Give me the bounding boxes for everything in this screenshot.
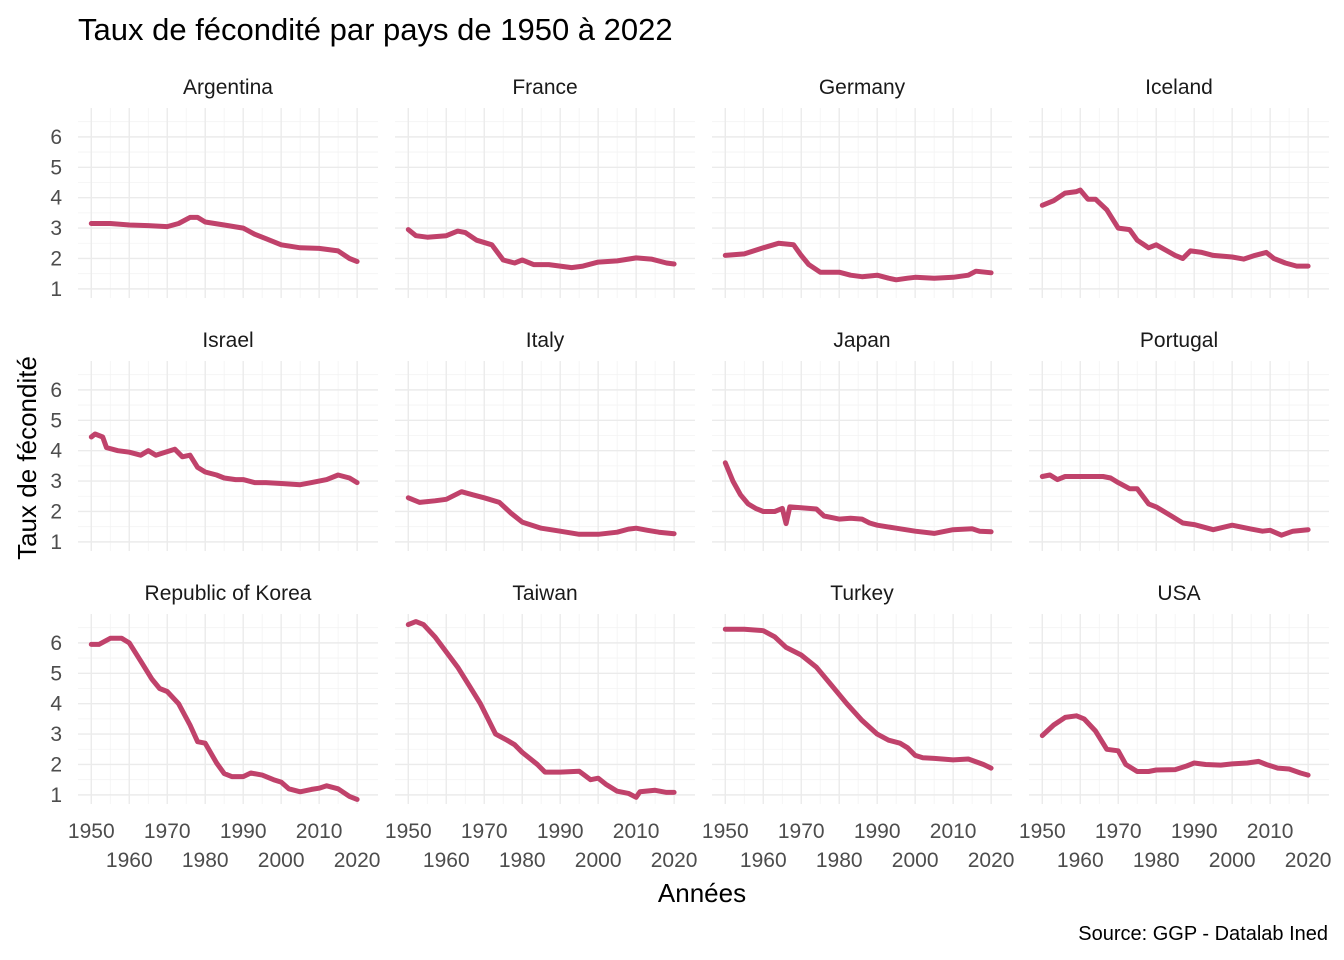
x-tick-label: 1980 — [816, 849, 863, 872]
x-tick-label: 1970 — [1095, 820, 1142, 843]
x-tick-label: 2020 — [968, 849, 1015, 872]
series-line — [722, 626, 994, 771]
x-tick-label: 1960 — [423, 849, 470, 872]
y-tick-label: 1 — [50, 784, 62, 807]
facet-label: Republic of Korea — [145, 582, 312, 605]
facet-panel: Portugal — [1029, 329, 1329, 551]
y-tick-label: 6 — [50, 379, 62, 402]
series-line — [405, 619, 677, 800]
y-tick-label: 2 — [50, 500, 62, 523]
chart-title: Taux de fécondité par pays de 1950 à 202… — [78, 12, 673, 47]
x-tick-label: 1950 — [1019, 820, 1066, 843]
series-line — [88, 214, 360, 264]
x-tick-label: 2020 — [651, 849, 698, 872]
y-tick-label: 6 — [50, 126, 62, 149]
y-tick-label: 2 — [50, 753, 62, 776]
y-tick-label: 1 — [50, 278, 62, 301]
x-tick-label: 1990 — [854, 820, 901, 843]
facet-label: Israel — [202, 329, 253, 352]
facet-panel: France — [395, 76, 695, 298]
y-tick-label: 3 — [50, 217, 62, 240]
series-line — [88, 431, 360, 488]
x-tick-label: 2000 — [575, 849, 622, 872]
y-tick-label: 6 — [50, 632, 62, 655]
x-tick-label: 1970 — [461, 820, 508, 843]
x-tick-label: 1980 — [182, 849, 229, 872]
x-tick-label: 2010 — [613, 820, 660, 843]
facet-panel: USA 1950 1970 1990 2010 1960 1980 2000 2020 — [1019, 582, 1332, 872]
y-tick-label: 2 — [50, 247, 62, 270]
x-tick-label: 1970 — [144, 820, 191, 843]
x-tick-label: 1960 — [106, 849, 153, 872]
facet-label: Japan — [833, 329, 890, 352]
facet-panel: Japan — [712, 329, 1012, 551]
y-tick-label: 4 — [50, 187, 62, 210]
x-tick-label: 1990 — [537, 820, 584, 843]
facet-label: Turkey — [830, 582, 894, 605]
facet-label: Argentina — [183, 76, 273, 99]
facet-label: USA — [1157, 582, 1200, 605]
chart-caption: Source: GGP - Datalab Ined — [1078, 923, 1328, 945]
facet-panel: Turkey 1950 1970 1990 2010 1960 1980 2000 2020 — [702, 582, 1015, 872]
x-tick-label: 2000 — [258, 849, 305, 872]
x-tick-label: 1980 — [499, 849, 546, 872]
x-tick-label: 2000 — [892, 849, 939, 872]
series-line — [722, 460, 994, 536]
y-tick-label: 4 — [50, 440, 62, 463]
series-line — [1039, 187, 1311, 269]
y-tick-label: 1 — [50, 531, 62, 554]
x-tick-label: 2010 — [930, 820, 977, 843]
facet-panel: Taiwan 1950 1970 1990 2010 1960 1980 2000 2020 — [385, 582, 698, 872]
series-line — [405, 227, 677, 271]
series-line — [1039, 713, 1311, 778]
y-tick-label: 5 — [50, 156, 62, 179]
facet-panel: Republic of Korea 1 2 3 4 5 6 1950 1970 1990 2010 1… — [50, 582, 380, 872]
y-tick-label: 4 — [50, 693, 62, 716]
y-tick-label: 3 — [50, 470, 62, 493]
x-axis-title: Années — [658, 878, 746, 908]
facet-panels: Argentina 1 2 3 4 5 6 France Germany Iceland Israe… — [50, 76, 1331, 872]
facet-label: France — [512, 76, 577, 99]
facet-label: Germany — [819, 76, 906, 99]
x-tick-label: 1950 — [385, 820, 432, 843]
x-tick-label: 1960 — [1057, 849, 1104, 872]
facet-label: Portugal — [1140, 329, 1218, 352]
facet-label: Italy — [526, 329, 565, 352]
y-tick-label: 5 — [50, 662, 62, 685]
x-tick-label: 1950 — [702, 820, 749, 843]
x-tick-label: 2020 — [334, 849, 381, 872]
x-tick-label: 1950 — [68, 820, 115, 843]
x-tick-label: 1990 — [1171, 820, 1218, 843]
x-tick-label: 1980 — [1133, 849, 1180, 872]
x-tick-label: 2010 — [1247, 820, 1294, 843]
facet-panel: Israel 1 2 3 4 5 6 — [50, 329, 378, 554]
series-line — [722, 240, 994, 283]
x-tick-label: 1970 — [778, 820, 825, 843]
series-line — [405, 489, 677, 537]
facet-panel: Iceland — [1029, 76, 1329, 298]
x-tick-label: 1960 — [740, 849, 787, 872]
facet-panel: Italy — [395, 329, 695, 551]
facet-panel: Germany — [712, 76, 1012, 298]
x-tick-label: 2020 — [1285, 849, 1332, 872]
facet-label: Taiwan — [512, 582, 577, 605]
x-tick-label: 2000 — [1209, 849, 1256, 872]
facet-label: Iceland — [1145, 76, 1213, 99]
series-line — [1039, 472, 1311, 538]
y-tick-label: 3 — [50, 723, 62, 746]
y-tick-label: 5 — [50, 409, 62, 432]
x-tick-label: 1990 — [220, 820, 267, 843]
facet-panel: Argentina 1 2 3 4 5 6 — [50, 76, 378, 301]
series-line — [88, 635, 360, 802]
y-axis-title: Taux de fécondité — [12, 356, 42, 560]
x-tick-label: 2010 — [296, 820, 343, 843]
